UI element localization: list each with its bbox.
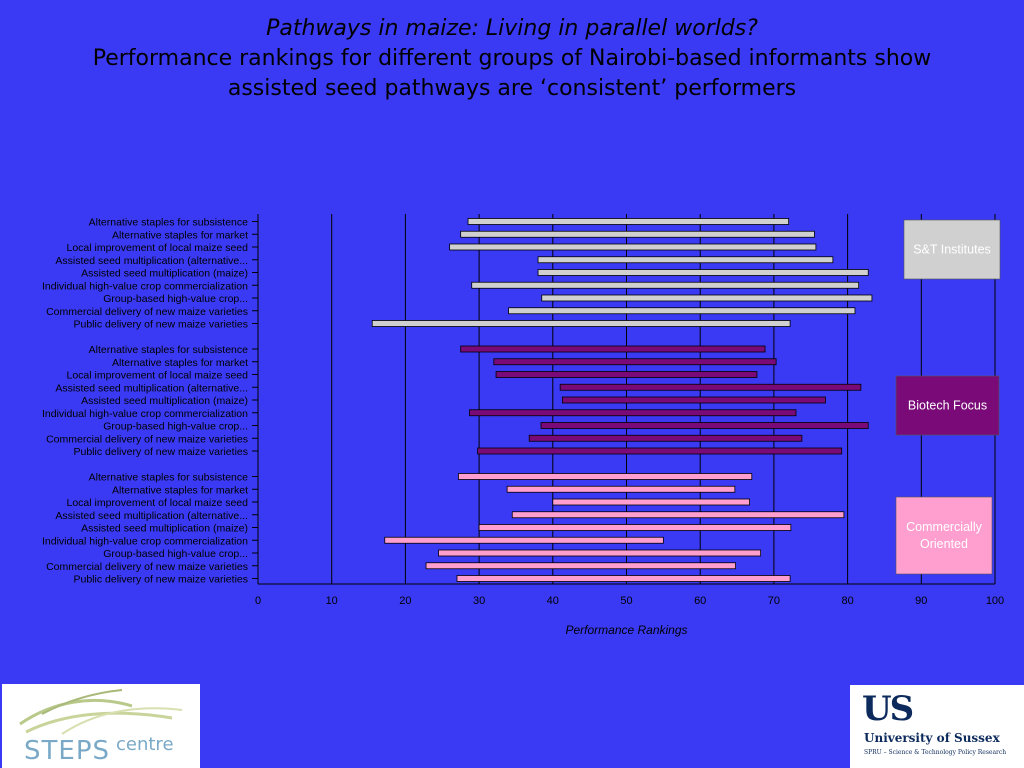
category-label: Group-based high-value crop... — [103, 421, 248, 433]
x-tick-label: 100 — [986, 595, 1004, 607]
category-label: Commercial delivery of new maize varieti… — [46, 306, 248, 318]
legend-label: S&T Institutes — [913, 243, 991, 257]
range-bar — [460, 230, 815, 238]
category-label: Group-based high-value crop... — [103, 548, 248, 560]
x-tick-label: 70 — [768, 595, 780, 607]
title-line-2: Performance rankings for different group… — [92, 46, 932, 71]
range-bar — [537, 256, 834, 264]
steps-centre-logo: STEPS centre — [2, 684, 200, 768]
range-bar — [541, 294, 873, 302]
range-bar — [508, 307, 856, 315]
slide-title: Pathways in maize: Living in parallel wo… — [0, 14, 1024, 104]
range-bar — [425, 562, 736, 570]
category-label: Commercial delivery of new maize varieti… — [46, 433, 248, 445]
category-label: Commercial delivery of new maize varieti… — [46, 561, 248, 573]
legend-label: Commercially — [906, 520, 982, 534]
x-tick-label: 90 — [915, 595, 927, 607]
legend-box — [895, 375, 1000, 436]
range-bar — [511, 511, 845, 519]
category-label: Individual high-value crop commercializa… — [42, 535, 248, 547]
category-label: Assisted seed multiplication (alternativ… — [55, 255, 248, 267]
legend-label: Biotech Focus — [908, 399, 987, 413]
university-name: University of Sussex — [864, 731, 1000, 745]
range-bar — [469, 409, 797, 417]
category-label: Assisted seed multiplication (maize) — [81, 523, 248, 535]
category-label: Alternative staples for market — [112, 484, 248, 496]
range-bar — [384, 536, 664, 544]
category-label: Local improvement of local maize seed — [66, 242, 248, 254]
x-tick-label: 80 — [841, 595, 853, 607]
range-bar — [467, 218, 790, 225]
range-bar — [506, 485, 736, 493]
category-label: Alternative staples for market — [112, 357, 248, 369]
category-label: Public delivery of new maize varieties — [74, 319, 249, 331]
range-bar — [493, 358, 777, 366]
x-tick-label: 10 — [326, 595, 338, 607]
category-label: Local improvement of local maize seed — [66, 497, 248, 509]
range-bar — [561, 396, 826, 404]
steps-centre-word: centre — [116, 734, 174, 755]
x-tick-label: 20 — [399, 595, 411, 607]
steps-word: STEPS — [24, 736, 110, 766]
category-label: Public delivery of new maize varieties — [74, 446, 249, 458]
x-tick-label: 60 — [694, 595, 706, 607]
spru-subtitle: SPRU – Science & Technology Policy Resea… — [864, 749, 1007, 756]
x-tick-label: 0 — [255, 595, 261, 607]
x-tick-label: 50 — [620, 595, 632, 607]
range-bar — [537, 269, 869, 276]
category-label: Local improvement of local maize seed — [66, 370, 248, 382]
range-bar — [438, 549, 762, 557]
range-bar — [559, 383, 862, 391]
range-bar — [552, 498, 750, 506]
range-bar-chart: 0 10 20 30 40 50 60 70 80 90 100 Performance Rankin… — [42, 214, 1004, 637]
x-tick-label: 30 — [473, 595, 485, 607]
range-bar — [495, 371, 758, 378]
range-bar — [477, 447, 843, 455]
category-label: Public delivery of new maize varieties — [74, 574, 249, 586]
category-label: Assisted seed multiplication (alternativ… — [55, 510, 248, 522]
category-label: Assisted seed multiplication (maize) — [81, 395, 248, 407]
category-label: Alternative staples for subsistence — [89, 217, 248, 229]
range-bar — [371, 320, 791, 327]
range-bar — [471, 281, 860, 289]
x-axis-label: Performance Rankings — [565, 623, 687, 637]
category-label: Alternative staples for subsistence — [89, 472, 248, 484]
category-label: Assisted seed multiplication (maize) — [81, 268, 248, 280]
university-of-sussex-logo: US University of Sussex SPRU – Science &… — [850, 685, 1024, 768]
us-mark: US — [862, 689, 914, 729]
range-bar — [449, 243, 817, 251]
title-line-1: Pathways in maize: Living in parallel wo… — [266, 16, 758, 41]
legend-box — [903, 219, 1001, 280]
category-label: Individual high-value crop commercializa… — [42, 408, 248, 420]
legend-box — [895, 496, 993, 575]
category-label: Group-based high-value crop... — [103, 293, 248, 305]
category-label: Individual high-value crop commercializa… — [42, 280, 248, 292]
category-label: Alternative staples for market — [112, 229, 248, 241]
legend-label: Oriented — [920, 537, 968, 551]
range-bar — [458, 473, 753, 480]
category-label: Assisted seed multiplication (alternativ… — [55, 382, 248, 394]
range-bar — [456, 575, 791, 582]
range-bar — [540, 422, 869, 429]
category-label: Alternative staples for subsistence — [89, 344, 248, 356]
range-bar — [460, 345, 766, 353]
x-tick-label: 40 — [547, 595, 559, 607]
title-line-3: assisted seed pathways are ‘consistent’ … — [227, 76, 797, 101]
range-bar — [478, 524, 792, 531]
steps-swoosh-icon — [19, 689, 183, 735]
range-bar — [528, 434, 803, 442]
